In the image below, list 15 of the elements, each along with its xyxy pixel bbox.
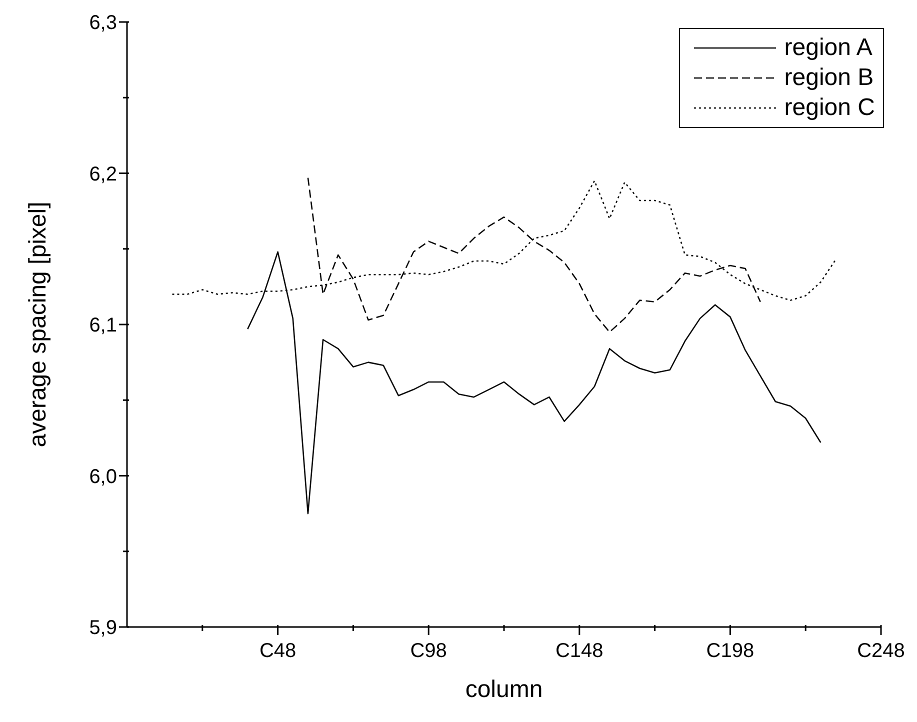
y-tick-label: 6,2 <box>89 163 117 186</box>
x-tick-label: C148 <box>555 640 604 662</box>
x-tick-label: C198 <box>706 640 754 662</box>
y-tick-label: 6,1 <box>89 314 117 336</box>
y-tick-label: 6,3 <box>89 12 117 34</box>
y-axis-title: average spacing [pixel] <box>24 202 52 448</box>
x-axis-title: column <box>465 676 543 703</box>
x-tick-label: C98 <box>410 640 447 662</box>
y-tick-label: 6,0 <box>89 466 117 488</box>
legend-label: region B <box>784 63 874 93</box>
legend-label: region C <box>784 93 875 123</box>
x-tick-label: C248 <box>857 640 905 662</box>
y-tick-label: 5,9 <box>89 617 117 639</box>
x-tick-label: C48 <box>259 640 296 662</box>
legend-label: region A <box>784 33 872 63</box>
